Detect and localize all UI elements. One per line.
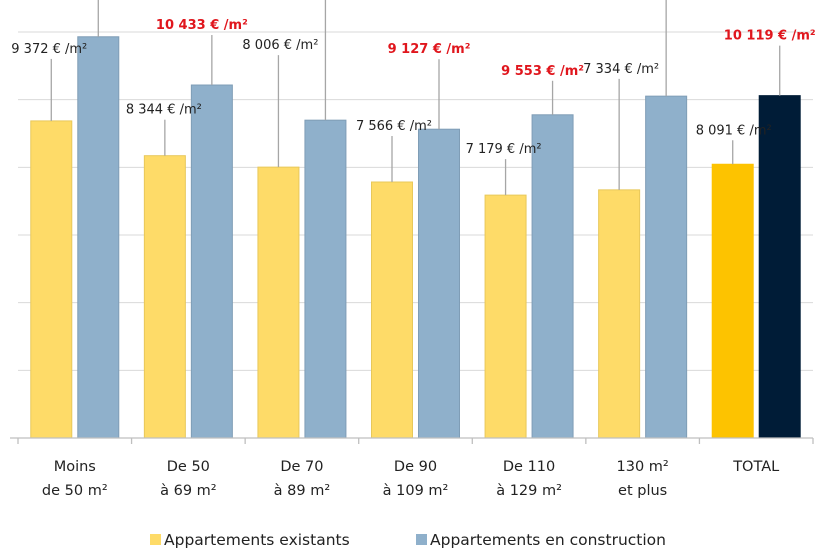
value-label-existants: 8 344 € /m² <box>126 103 202 118</box>
gridlines <box>18 31 813 371</box>
bar-construction-4 <box>531 114 574 439</box>
bar-existants-0 <box>30 120 73 439</box>
category-label: Moins de 50 m² <box>42 459 108 499</box>
bar-construction-6 <box>758 95 801 439</box>
legend-swatch-0 <box>150 534 161 545</box>
bar-construction-5 <box>645 95 688 439</box>
bar-construction-3 <box>418 128 460 439</box>
value-label-construction: 10 433 € /m² <box>156 18 248 33</box>
bar-existants-4 <box>484 194 527 439</box>
category-label: TOTAL <box>732 459 779 475</box>
leader-lines <box>50 0 781 196</box>
legend-label-0: Appartements existants <box>164 531 350 549</box>
category-labels: Moins de 50 m² De 50 à 69 m² De 70 à 89 m² De … <box>42 459 779 499</box>
value-label-existants: 7 334 € /m² <box>583 62 659 77</box>
value-label-existants: 9 372 € /m² <box>11 42 87 57</box>
category-label: De 110 à 129 m² <box>496 459 562 499</box>
category-label: De 90 à 109 m² <box>383 459 449 499</box>
value-label-construction: 9 127 € /m² <box>388 42 471 57</box>
bar-existants-6 <box>711 163 754 439</box>
value-label-existants: 8 091 € /m² <box>696 123 772 138</box>
bar-construction-1 <box>190 84 233 439</box>
value-label-construction: 9 553 € /m² <box>501 64 584 79</box>
bar-construction-0 <box>77 36 120 439</box>
value-label-construction: 10 119 € /m² <box>724 29 816 44</box>
bar-existants-3 <box>371 181 413 439</box>
x-axis <box>10 437 814 444</box>
value-label-existants: 8 006 € /m² <box>242 38 318 53</box>
bar-construction-2 <box>304 119 347 439</box>
category-label: De 50 à 69 m² <box>160 459 217 499</box>
bar-existants-5 <box>598 189 641 439</box>
category-label: De 70 à 89 m² <box>274 459 331 499</box>
bar-existants-1 <box>143 155 186 439</box>
value-label-existants: 7 566 € /m² <box>356 119 432 134</box>
legend: Appartements existants Appartements en co… <box>150 531 666 549</box>
category-label: 130 m² et plus <box>617 459 669 499</box>
legend-label-1: Appartements en construction <box>430 531 666 549</box>
legend-swatch-1 <box>416 534 427 545</box>
bars <box>30 36 801 439</box>
bar-existants-2 <box>257 166 300 439</box>
value-label-existants: 7 179 € /m² <box>466 142 542 157</box>
